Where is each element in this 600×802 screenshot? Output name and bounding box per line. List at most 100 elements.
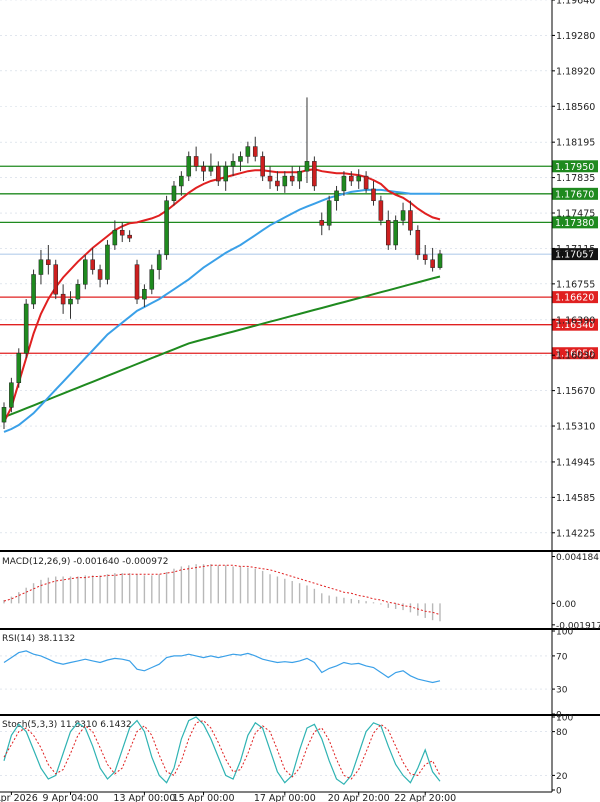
candle-body xyxy=(260,156,265,177)
candle xyxy=(371,181,376,206)
candle xyxy=(312,156,317,191)
candle xyxy=(267,166,273,189)
candle xyxy=(68,291,73,319)
level-tag xyxy=(552,216,598,229)
rsi-tick-label: 30 xyxy=(556,686,568,696)
candle xyxy=(127,230,132,243)
candle xyxy=(282,171,288,193)
price-tick-label: 1.17835 xyxy=(556,173,595,184)
candle xyxy=(326,195,332,231)
candle-body xyxy=(230,161,236,167)
price-tick-label: 1.19640 xyxy=(556,0,595,7)
candle xyxy=(208,153,214,177)
price-tick-label: 1.19280 xyxy=(556,31,595,42)
candle-body xyxy=(371,188,376,201)
candle-body xyxy=(408,210,413,231)
candle-body xyxy=(97,269,103,280)
candle xyxy=(83,254,88,290)
price-tick-label: 1.18560 xyxy=(556,102,595,113)
level-tag xyxy=(552,160,598,173)
time-tick-label: 13 Apr 00:00 xyxy=(113,793,175,802)
candle xyxy=(216,161,221,186)
price-tick-label: 1.15310 xyxy=(556,422,595,433)
candle xyxy=(422,244,428,265)
candle-body xyxy=(245,146,251,157)
candle-body xyxy=(90,259,95,270)
price-tick-label: 1.14585 xyxy=(556,493,595,504)
candle xyxy=(334,185,339,211)
horizontal-levels: 1.17950 1.17670 1.17380 1.16620 1.16340 1.160… xyxy=(0,160,598,360)
candle xyxy=(53,259,59,300)
candle xyxy=(349,171,354,186)
macd-title: MACD(12,26,9) -0.001640 -0.000972 xyxy=(2,557,168,567)
rsi-panel: RSI(14) 38.1132 100 70 30 0 xyxy=(0,628,573,721)
stoch-tick-label: 100 xyxy=(556,714,573,724)
time-tick-label: 15 Apr 00:00 xyxy=(173,793,235,802)
stoch-title: Stoch(5,3,3) 11.8310 6.1432 xyxy=(2,720,132,730)
level-label: 1.17670 xyxy=(555,189,594,200)
candle xyxy=(319,212,325,236)
candle-body xyxy=(275,180,280,187)
candle xyxy=(9,377,14,413)
candle xyxy=(415,225,421,260)
candle-body xyxy=(319,220,325,226)
candle-body xyxy=(297,170,302,182)
price-tick-label: 1.15670 xyxy=(556,386,595,397)
candle xyxy=(75,279,81,305)
candle-body xyxy=(186,156,192,177)
candle-body xyxy=(341,175,347,192)
price-gridlines xyxy=(0,0,552,534)
candle xyxy=(193,146,199,172)
current-price-tag xyxy=(552,248,598,261)
candle xyxy=(164,195,169,260)
level-label: 1.17380 xyxy=(555,218,594,229)
candle xyxy=(341,171,347,196)
candle-body xyxy=(312,161,317,187)
candle xyxy=(97,264,103,288)
level-label: 1.16620 xyxy=(555,293,594,304)
candle-body xyxy=(38,259,44,275)
candle-body xyxy=(415,229,421,256)
candle xyxy=(275,171,280,191)
candle-body xyxy=(119,229,125,236)
candle-body xyxy=(46,259,51,265)
candle xyxy=(134,259,140,305)
candle-body xyxy=(267,175,273,182)
candle xyxy=(289,166,295,186)
level-label: 1.17950 xyxy=(555,162,594,173)
candle-body xyxy=(171,185,177,201)
candle-body xyxy=(430,259,435,268)
macd-panel: MACD(12,26,9) -0.001640 -0.000972 0.00418… xyxy=(2,553,600,631)
time-tick-label: 20 Apr 20:00 xyxy=(328,793,390,802)
candle-body xyxy=(193,156,199,167)
candlesticks xyxy=(1,97,443,429)
candle-body xyxy=(31,274,36,305)
time-tick-label: 22 Apr 20:00 xyxy=(394,793,456,802)
price-tick-label: 1.18920 xyxy=(556,66,595,77)
candle-body xyxy=(422,254,428,260)
candle-body xyxy=(16,352,22,383)
candle-body xyxy=(53,264,59,295)
candle xyxy=(119,222,125,243)
candle-body xyxy=(83,259,88,285)
rsi-tick-label: 70 xyxy=(556,652,568,662)
candle-body xyxy=(127,234,132,239)
price-tick-label: 1.14225 xyxy=(556,528,595,539)
candle-body xyxy=(179,175,184,187)
level-tag xyxy=(552,347,598,360)
candle-body xyxy=(304,161,310,172)
candle-body xyxy=(238,156,243,162)
macd-signal-line xyxy=(3,564,441,616)
rsi-line xyxy=(3,650,441,684)
candle-body xyxy=(223,166,228,182)
candle xyxy=(142,284,147,307)
current-price-label: 1.17057 xyxy=(555,250,594,261)
candle-body xyxy=(105,244,110,280)
price-tick-label: 1.16755 xyxy=(556,279,595,290)
candle xyxy=(437,249,443,270)
candle xyxy=(230,153,236,177)
ma-slow-line xyxy=(3,275,441,419)
candle-body xyxy=(282,175,288,187)
candle xyxy=(171,181,177,206)
